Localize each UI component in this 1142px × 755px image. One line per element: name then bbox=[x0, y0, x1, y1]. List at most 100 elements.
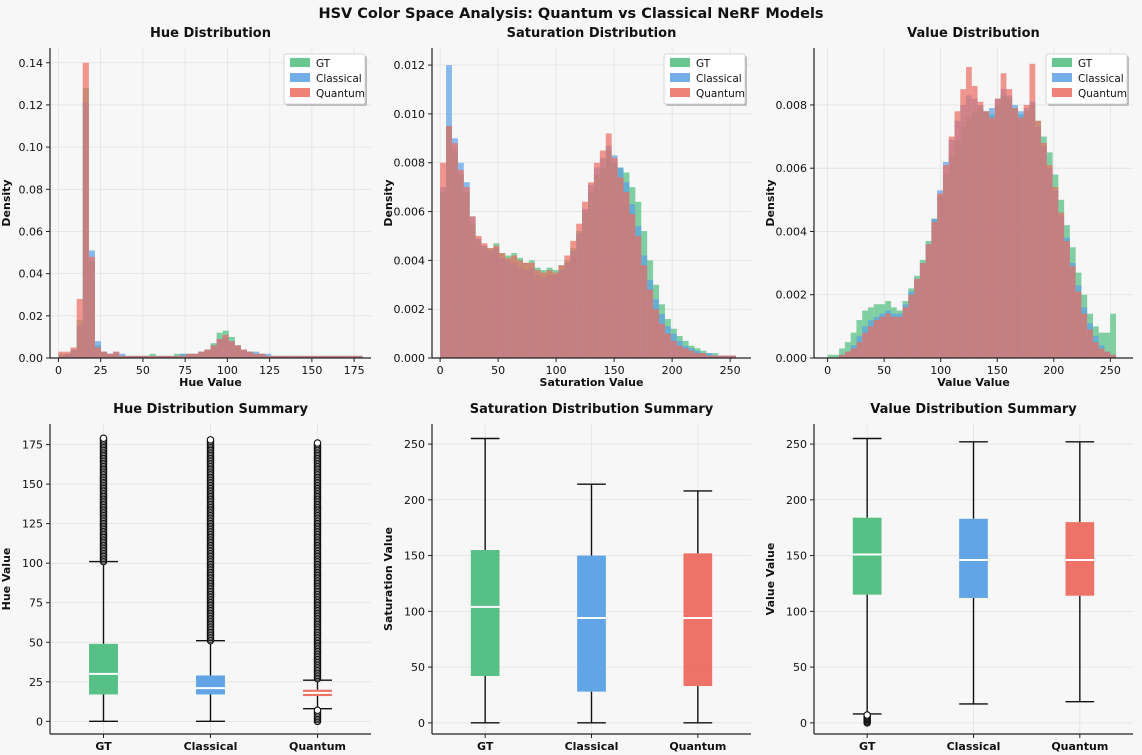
histogram-bar-quantum bbox=[1081, 313, 1088, 358]
y-axis-label: Saturation Value bbox=[382, 527, 395, 631]
y-tick-label: 200 bbox=[786, 494, 807, 507]
histogram-bar-quantum bbox=[712, 355, 719, 358]
histogram-bar-quantum bbox=[511, 255, 518, 358]
histogram-bar-quantum bbox=[942, 165, 949, 358]
histogram-bar-quantum bbox=[113, 351, 120, 358]
histogram-bar-quantum bbox=[265, 355, 272, 358]
histogram-bar-quantum bbox=[694, 353, 701, 358]
legend-label-gt: GT bbox=[696, 58, 711, 70]
y-tick-label: 150 bbox=[22, 478, 43, 491]
histogram-bar-quantum bbox=[902, 307, 909, 358]
histogram-bar-quantum bbox=[101, 351, 108, 358]
histogram-bar-quantum bbox=[107, 353, 114, 358]
x-tick-label: 0 bbox=[55, 364, 62, 377]
histogram-bar-gt bbox=[1110, 313, 1117, 358]
x-tick-label: 50 bbox=[136, 364, 150, 377]
subplot-title: Saturation Distribution bbox=[507, 26, 677, 41]
outlier-point bbox=[313, 439, 322, 447]
histogram-bar-quantum bbox=[332, 355, 339, 358]
histogram-bar-quantum bbox=[283, 355, 290, 358]
histogram-bar-quantum bbox=[908, 294, 915, 358]
subplot-title: Value Distribution bbox=[907, 26, 1040, 41]
box-classical bbox=[577, 483, 606, 724]
histogram-bar-quantum bbox=[839, 354, 845, 358]
histogram-bar-quantum bbox=[623, 192, 630, 358]
histogram-bar-quantum bbox=[896, 316, 903, 358]
histogram-bar-quantum bbox=[546, 270, 553, 358]
y-tick-label: 0.02 bbox=[19, 310, 44, 323]
legend-swatch-classical bbox=[670, 73, 690, 82]
x-tick-label: 150 bbox=[301, 364, 322, 377]
histogram-bar-quantum bbox=[948, 136, 955, 358]
histogram-bar-quantum bbox=[528, 262, 535, 358]
box-classical bbox=[196, 436, 225, 723]
y-tick-label: 50 bbox=[29, 636, 43, 649]
histogram-bar-quantum bbox=[338, 355, 345, 358]
subplot-title: Value Distribution Summary bbox=[870, 402, 1077, 417]
y-axis-label: Density bbox=[382, 179, 395, 226]
x-axis-label: Hue Value bbox=[179, 376, 242, 389]
box-gt bbox=[89, 434, 118, 723]
category-label-gt: GT bbox=[477, 740, 494, 753]
histogram-bar-quantum bbox=[1012, 108, 1018, 358]
y-axis-label: Hue Value bbox=[0, 548, 13, 611]
y-tick-label: 0.008 bbox=[776, 99, 808, 112]
histogram-bar-quantum bbox=[186, 353, 193, 358]
histogram-bar-quantum bbox=[210, 345, 217, 358]
histogram-bar-quantum bbox=[1006, 89, 1013, 359]
histogram-bar-quantum bbox=[570, 240, 577, 358]
histogram-bar-quantum bbox=[295, 355, 302, 358]
x-tick-label: 200 bbox=[1043, 364, 1064, 377]
histogram-1: Hue Distribution Density Hue Value 0 25 50 75 1… bbox=[0, 26, 371, 389]
box-quantum bbox=[1065, 441, 1095, 703]
x-tick-label: 200 bbox=[662, 364, 683, 377]
histogram-bar-quantum bbox=[319, 355, 327, 358]
histogram-bar-quantum bbox=[356, 355, 363, 358]
histogram-bar-quantum bbox=[313, 355, 320, 358]
histogram-bar-quantum bbox=[253, 353, 260, 358]
subplot-title: Saturation Distribution Summary bbox=[470, 402, 714, 417]
histogram-bar-quantum bbox=[493, 245, 500, 358]
histogram-bar-quantum bbox=[954, 111, 961, 358]
legend: GT Classical Quantum bbox=[283, 53, 367, 106]
histogram-bar-quantum bbox=[517, 260, 523, 358]
legend-label-quantum: Quantum bbox=[696, 88, 745, 100]
histogram-bar-quantum bbox=[440, 162, 447, 358]
y-tick-label: 50 bbox=[793, 661, 807, 674]
histogram-bar-quantum bbox=[937, 193, 943, 358]
histogram-bar-quantum bbox=[925, 244, 932, 358]
histogram-bar-quantum bbox=[635, 235, 642, 358]
histogram-bar-quantum bbox=[82, 62, 89, 359]
histogram-bar-quantum bbox=[582, 201, 589, 358]
histogram-bar-quantum bbox=[277, 355, 284, 358]
x-tick-label: 75 bbox=[178, 364, 192, 377]
histogram-bar-quantum bbox=[228, 341, 235, 358]
histogram-bar-quantum bbox=[1110, 354, 1117, 358]
y-tick-label: 0.002 bbox=[776, 289, 808, 302]
histogram-bar-quantum bbox=[873, 320, 880, 358]
y-axis-label: Value Value bbox=[764, 543, 777, 616]
histogram-bar-quantum bbox=[706, 355, 713, 358]
histogram-bar-quantum bbox=[457, 170, 464, 358]
outlier-point bbox=[863, 711, 871, 719]
y-tick-label: 0.00 bbox=[19, 352, 44, 365]
histogram-bar-quantum bbox=[259, 353, 266, 358]
histogram-bar-quantum bbox=[487, 248, 494, 358]
histogram-bar-quantum bbox=[856, 342, 863, 358]
iqr-box bbox=[1065, 522, 1095, 596]
y-tick-label: 100 bbox=[404, 605, 425, 618]
histogram-bar-quantum bbox=[670, 340, 677, 358]
subplot-title: Hue Distribution bbox=[150, 26, 271, 41]
legend: GT Classical Quantum bbox=[1045, 53, 1129, 106]
histogram-bar-quantum bbox=[611, 157, 618, 358]
histogram-bar-quantum bbox=[599, 150, 606, 358]
histogram-bar-quantum bbox=[289, 355, 296, 358]
histogram-bar-gt bbox=[1104, 332, 1111, 358]
histogram-bar-quantum bbox=[1041, 142, 1047, 358]
histogram-bar-quantum bbox=[58, 351, 65, 358]
y-tick-label: 0 bbox=[418, 717, 425, 730]
histogram-bar-quantum bbox=[234, 345, 241, 358]
y-tick-label: 0.002 bbox=[394, 303, 426, 316]
histogram-bar-quantum bbox=[155, 355, 162, 358]
